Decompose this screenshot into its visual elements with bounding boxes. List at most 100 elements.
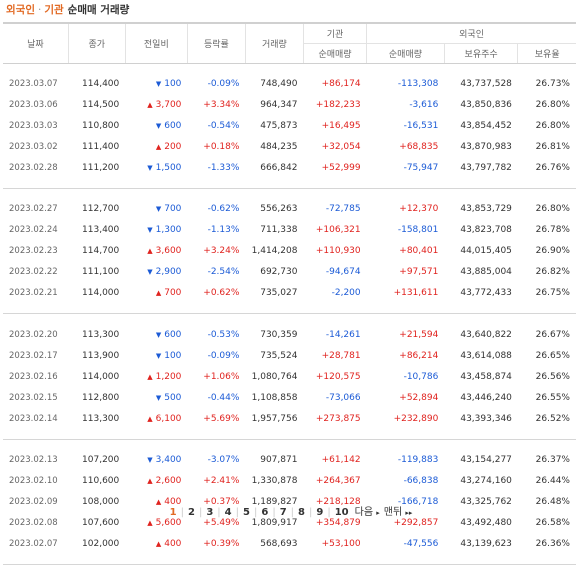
cell-foreign-holdings: 43,853,729 <box>444 199 518 220</box>
cell-date: 2023.03.07 <box>3 73 68 94</box>
page-link-6[interactable]: 6 <box>257 507 272 518</box>
change-value: 500 <box>164 393 181 403</box>
header-volume: 거래량 <box>245 23 303 63</box>
page-link-4[interactable]: 4 <box>221 507 236 518</box>
cell-rate: -1.13% <box>187 220 245 241</box>
cell-institution-net: +28,781 <box>303 345 366 366</box>
group-spacer <box>3 63 576 73</box>
cell-rate: -0.09% <box>187 345 245 366</box>
cell-rate: +0.18% <box>187 136 245 157</box>
cell-foreign-holdings: 43,870,983 <box>444 136 518 157</box>
cell-foreign-net: -113,308 <box>367 73 445 94</box>
change-value: 5,600 <box>156 518 182 528</box>
title-foreign: 외국인 <box>6 4 35 16</box>
cell-change: ▼100 <box>125 345 187 366</box>
cell-rate: -0.54% <box>187 115 245 136</box>
page-link-9[interactable]: 9 <box>312 507 327 518</box>
down-arrow-icon: ▼ <box>147 268 152 276</box>
cell-date: 2023.02.28 <box>3 157 68 178</box>
next-page-link[interactable]: 다음 ▸ <box>353 507 382 518</box>
change-value: 200 <box>164 142 181 152</box>
cell-volume: 1,330,878 <box>245 471 303 492</box>
cell-rate: +0.62% <box>187 283 245 304</box>
cell-institution-net: +106,321 <box>303 220 366 241</box>
up-arrow-icon: ▲ <box>147 373 152 381</box>
page-link-1[interactable]: 1 <box>166 507 181 518</box>
cell-institution-net: +16,495 <box>303 115 366 136</box>
cell-institution-net: +264,367 <box>303 471 366 492</box>
cell-volume: 907,871 <box>245 450 303 471</box>
cell-close: 113,300 <box>68 408 125 429</box>
cell-close: 110,800 <box>68 115 125 136</box>
cell-close: 111,200 <box>68 157 125 178</box>
cell-date: 2023.02.21 <box>3 283 68 304</box>
cell-rate: -3.07% <box>187 450 245 471</box>
cell-foreign-ratio: 26.67% <box>518 324 576 345</box>
cell-institution-net: -72,785 <box>303 199 366 220</box>
cell-change: ▲700 <box>125 283 187 304</box>
cell-volume: 1,080,764 <box>245 366 303 387</box>
cell-date: 2023.02.13 <box>3 450 68 471</box>
cell-rate: -1.33% <box>187 157 245 178</box>
down-arrow-icon: ▼ <box>156 352 161 360</box>
cell-foreign-net: +12,370 <box>367 199 445 220</box>
cell-date: 2023.02.23 <box>3 241 68 262</box>
cell-volume: 1,108,858 <box>245 387 303 408</box>
cell-change: ▼1,500 <box>125 157 187 178</box>
header-foreign-ratio: 보유율 <box>518 43 576 63</box>
down-arrow-icon: ▼ <box>156 394 161 402</box>
cell-date: 2023.02.15 <box>3 387 68 408</box>
page-link-2[interactable]: 2 <box>184 507 199 518</box>
cell-change: ▲200 <box>125 136 187 157</box>
change-value: 6,100 <box>156 414 182 424</box>
page-link-8[interactable]: 8 <box>294 507 309 518</box>
cell-foreign-holdings: 43,737,528 <box>444 73 518 94</box>
down-arrow-icon: ▼ <box>147 226 152 234</box>
cell-foreign-ratio: 26.37% <box>518 450 576 471</box>
cell-date: 2023.02.24 <box>3 220 68 241</box>
change-value: 3,700 <box>156 100 182 110</box>
up-arrow-icon: ▲ <box>156 289 161 297</box>
last-page-link[interactable]: 맨뒤 ▸▸ <box>382 507 415 518</box>
group-spacer <box>3 304 576 314</box>
cell-close: 114,400 <box>68 73 125 94</box>
cell-rate: -0.53% <box>187 324 245 345</box>
change-value: 700 <box>164 288 181 298</box>
cell-close: 113,300 <box>68 324 125 345</box>
cell-foreign-holdings: 43,823,708 <box>444 220 518 241</box>
header-change: 전일비 <box>125 23 187 63</box>
cell-change: ▲400 <box>125 534 187 555</box>
up-arrow-icon: ▲ <box>147 101 152 109</box>
page-link-5[interactable]: 5 <box>239 507 254 518</box>
header-date: 날짜 <box>3 23 68 63</box>
page-link-10[interactable]: 10 <box>331 507 353 518</box>
cell-foreign-ratio: 26.36% <box>518 534 576 555</box>
page-link-7[interactable]: 7 <box>276 507 291 518</box>
cell-foreign-holdings: 43,274,160 <box>444 471 518 492</box>
cell-volume: 556,263 <box>245 199 303 220</box>
page-link-3[interactable]: 3 <box>202 507 217 518</box>
cell-institution-net: +32,054 <box>303 136 366 157</box>
change-value: 3,400 <box>156 455 182 465</box>
cell-institution-net: -73,066 <box>303 387 366 408</box>
title-institution: 기관 <box>44 4 63 16</box>
cell-rate: +3.34% <box>187 94 245 115</box>
cell-foreign-holdings: 43,640,822 <box>444 324 518 345</box>
cell-date: 2023.02.10 <box>3 471 68 492</box>
cell-foreign-ratio: 26.73% <box>518 73 576 94</box>
cell-foreign-net: -119,883 <box>367 450 445 471</box>
change-value: 100 <box>164 79 181 89</box>
cell-foreign-net: -47,556 <box>367 534 445 555</box>
cell-foreign-ratio: 26.80% <box>518 115 576 136</box>
